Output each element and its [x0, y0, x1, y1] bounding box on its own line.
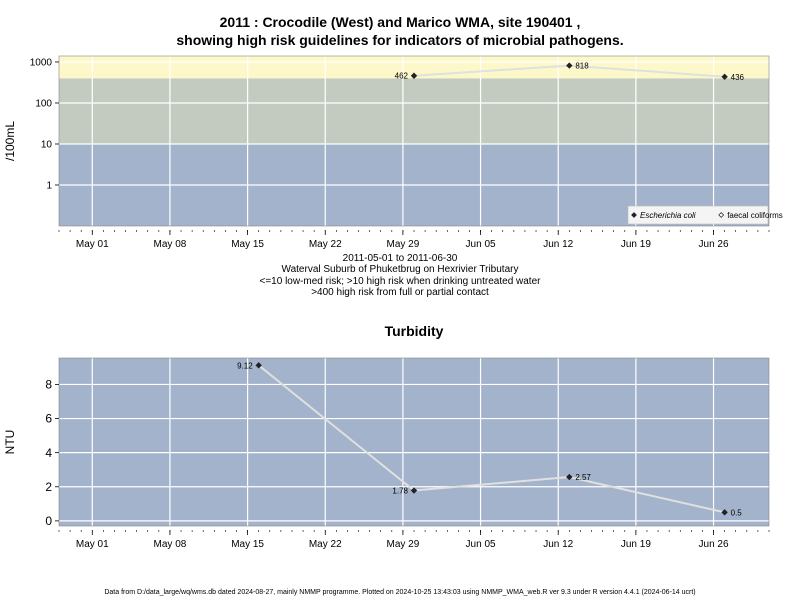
chart1-point-marker-0 — [410, 72, 418, 79]
chart2-ytick-label-1: 2 — [45, 480, 52, 494]
chart1-point-marker-1 — [566, 62, 573, 69]
chart1-ytick-label-2: 100 — [35, 98, 52, 109]
site-description: Waterval Suburb of Phuketbrug on Hexrivi… — [281, 264, 519, 275]
chart2-ylabel: NTU — [3, 430, 17, 455]
chart2-plot-frame — [58, 357, 770, 527]
date-range: 2011-05-01 to 2011-06-30 — [342, 253, 458, 264]
chart1-point-marker-2 — [721, 73, 728, 80]
chart1-point-label-1: 818 — [575, 62, 589, 71]
chart2-xtick-label-8: Jun 26 — [699, 539, 729, 550]
chart1-xtick-label-3: May 22 — [309, 239, 342, 250]
footer-note: Data from D:/data_large/wq/wms.db dated … — [104, 589, 696, 596]
chart2-xtick-label-5: Jun 05 — [466, 539, 496, 550]
chart2-point-label-3: 0.5 — [731, 508, 743, 517]
chart2-ytick-label-3: 6 — [45, 412, 52, 426]
chart1-point-label-0: 462 — [395, 72, 409, 81]
chart2-xtick-label-6: Jun 12 — [543, 539, 573, 550]
chart1-xtick-label-2: May 15 — [231, 239, 264, 250]
chart2-point-label-2: 2.57 — [575, 473, 591, 482]
chart1-xtick-label-6: Jun 12 — [543, 239, 573, 250]
chart2-xtick-label-3: May 22 — [309, 539, 342, 550]
chart1-xtick-label-0: May 01 — [76, 239, 109, 250]
chart2-ytick-label-2: 4 — [45, 446, 52, 460]
chart1-xtick-label-8: Jun 26 — [699, 239, 729, 250]
chart2-xtick-label-0: May 01 — [76, 539, 109, 550]
chart1-legend-marker-1 — [718, 212, 725, 218]
chart1-plot-frame — [58, 55, 770, 227]
chart2-ytick-label-4: 8 — [45, 378, 52, 392]
risk-note-drinking: <=10 low-med risk; >10 high risk when dr… — [259, 276, 541, 287]
chart2-xtick-label-7: Jun 19 — [621, 539, 651, 550]
chart1-xtick-label-7: Jun 19 — [621, 239, 651, 250]
chart-title-line-2: showing high risk guidelines for indicat… — [176, 32, 624, 48]
chart1-xtick-label-5: Jun 05 — [466, 239, 496, 250]
chart1-band-1 — [59, 78, 769, 144]
chart1-point-label-2: 436 — [731, 73, 745, 82]
chart2-point-marker-3 — [721, 509, 728, 516]
chart2-series-line-0 — [258, 364, 725, 514]
chart1-legend-label-1: faecal coliforms — [727, 211, 783, 220]
chart2-xtick-label-4: May 29 — [387, 539, 420, 550]
chart1-legend-box — [627, 205, 769, 225]
chart2-band-0 — [59, 358, 769, 526]
chart1-ytick-label-1: 10 — [41, 139, 53, 150]
chart2-point-marker-1 — [410, 487, 418, 494]
chart-title-line-1: 2011 : Crocodile (West) and Marico WMA, … — [219, 14, 581, 30]
chart2-title: Turbidity — [385, 323, 444, 339]
chart2-point-label-1: 1.78 — [392, 487, 408, 496]
chart2-xtick-label-1: May 08 — [154, 539, 187, 550]
chart1-xtick-label-1: May 08 — [154, 239, 187, 250]
chart1-ylabel: /100mL — [3, 121, 17, 161]
chart1-legend-marker-0 — [631, 212, 637, 218]
chart1-xtick-label-4: May 29 — [387, 239, 420, 250]
chart2-point-marker-2 — [566, 473, 573, 481]
chart2-xtick-label-2: May 15 — [231, 539, 264, 550]
chart2-point-marker-0 — [255, 362, 262, 369]
chart1-legend-label-0: Escherichia coli — [640, 211, 696, 220]
chart1-ytick-label-3: 1000 — [30, 57, 53, 68]
chart2-ytick-label-0: 0 — [45, 514, 52, 528]
chart2-point-label-0: 9.12 — [237, 361, 253, 370]
chart1-ytick-label-0: 1 — [46, 180, 52, 191]
risk-note-contact: >400 high risk from full or partial cont… — [311, 287, 489, 298]
